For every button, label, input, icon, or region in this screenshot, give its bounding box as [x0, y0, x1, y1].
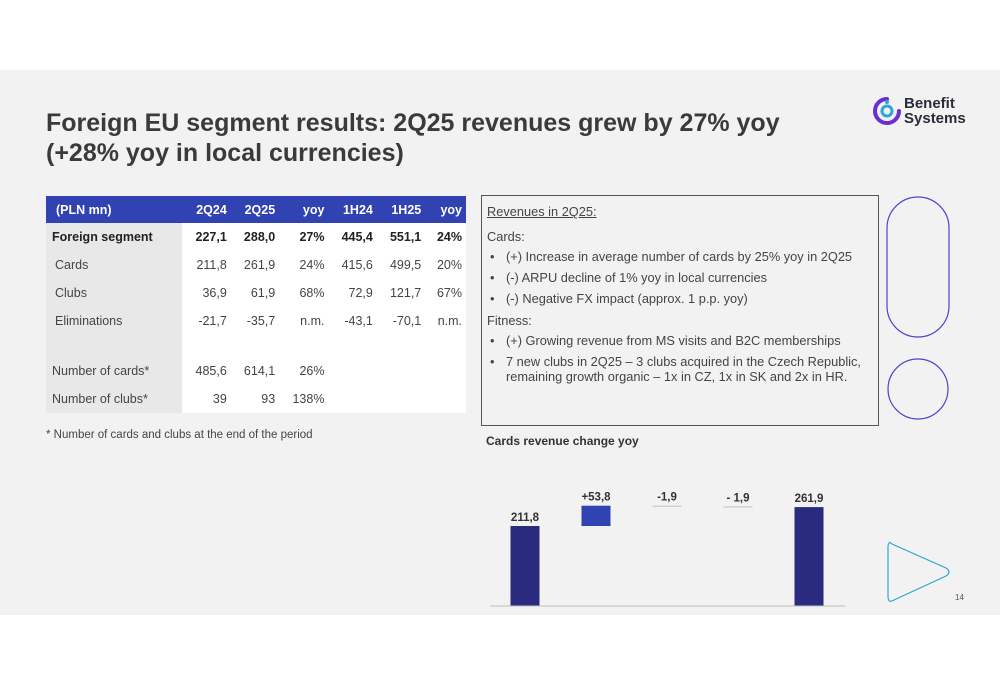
table-cell: 24% [425, 223, 466, 251]
table-cell [376, 357, 426, 385]
table-header: 2Q25 [230, 196, 280, 223]
fitness-bullet-list: (+) Growing revenue from MS visits and B… [487, 333, 873, 384]
chart-title: Cards revenue change yoy [486, 434, 639, 448]
table-spacer-row [46, 335, 466, 357]
table-header: 1H24 [328, 196, 377, 223]
table-cell: 551,1 [376, 223, 426, 251]
bar [510, 526, 540, 606]
table-cell: 445,4 [328, 223, 377, 251]
data-label: -1,9 [657, 492, 677, 504]
table-row: Cards 211,8 261,9 24% 415,6 499,5 20% [46, 251, 466, 279]
table-cell: 20% [425, 251, 466, 279]
list-item: (+) Growing revenue from MS visits and B… [487, 333, 873, 348]
footnote: * Number of cards and clubs at the end o… [46, 429, 313, 441]
table-cell [425, 357, 466, 385]
table-cell [328, 385, 377, 413]
table-cell [376, 385, 426, 413]
data-label: 211,8 [511, 512, 540, 524]
bar [581, 505, 611, 527]
data-label: - 1,9 [726, 492, 749, 504]
table-header: 1H25 [376, 196, 426, 223]
table-cell: n.m. [279, 307, 329, 335]
table-cell: 261,9 [230, 251, 280, 279]
table-cell: 68% [279, 279, 329, 307]
table-cell: 288,0 [230, 223, 280, 251]
table-cell: 72,9 [328, 279, 377, 307]
table-header: yoy [425, 196, 466, 223]
table-row: Number of clubs* 39 93 138% [46, 385, 466, 413]
table-cell: 227,1 [182, 223, 231, 251]
fitness-section-label: Fitness: [487, 313, 532, 328]
waterfall-chart: 211,82Q24+53,8Highervolume-1,9ARPUchange… [490, 492, 845, 607]
table-cell: Clubs [46, 279, 183, 307]
commentary-box: Revenues in 2Q25: Cards: (+) Increase in… [481, 195, 879, 426]
table-header: (PLN mn) [46, 196, 183, 223]
table-header-row: (PLN mn) 2Q24 2Q25 yoy 1H24 1H25 yoy [46, 196, 466, 223]
cards-section-label: Cards: [487, 229, 525, 244]
table-cell: 61,9 [230, 279, 280, 307]
decorative-circle-shape [887, 358, 949, 420]
company-logo: Benefit Systems [872, 96, 972, 130]
table-cell: 24% [279, 251, 329, 279]
table-cell: 614,1 [230, 357, 280, 385]
logo-line1: Benefit [904, 95, 955, 112]
table-row: Eliminations -21,7 -35,7 n.m. -43,1 -70,… [46, 307, 466, 335]
table-row: Clubs 36,9 61,9 68% 72,9 121,7 67% [46, 279, 466, 307]
table-cell: 39 [182, 385, 231, 413]
table-cell: 485,6 [182, 357, 231, 385]
table-cell: Number of clubs* [46, 385, 183, 413]
table-cell: 138% [279, 385, 329, 413]
data-label: +53,8 [581, 492, 611, 504]
table-cell: 415,6 [328, 251, 377, 279]
table-cell: 36,9 [182, 279, 231, 307]
benefit-logo-icon [873, 97, 901, 125]
table-cell: Cards [46, 251, 183, 279]
table-cell: 67% [425, 279, 466, 307]
table-cell: -70,1 [376, 307, 426, 335]
table-row: Number of cards* 485,6 614,1 26% [46, 357, 466, 385]
table-cell: -35,7 [230, 307, 280, 335]
table-cell: Number of cards* [46, 357, 183, 385]
list-item: (+) Increase in average number of cards … [487, 249, 873, 264]
data-label: 261,9 [795, 493, 824, 505]
table-cell: 26% [279, 357, 329, 385]
bar [652, 505, 682, 507]
table-header: yoy [279, 196, 329, 223]
table-cell [328, 357, 377, 385]
list-item: (-) Negative FX impact (approx. 1 p.p. y… [487, 291, 873, 306]
list-item: 7 new clubs in 2Q25 – 3 clubs acquired i… [487, 354, 873, 384]
decorative-triangle-shape [887, 542, 950, 602]
page-title: Foreign EU segment results: 2Q25 revenue… [46, 109, 780, 167]
table-cell: 27% [279, 223, 329, 251]
table-cell: -43,1 [328, 307, 377, 335]
decorative-pill-shape [886, 196, 950, 338]
commentary-heading: Revenues in 2Q25: [487, 204, 597, 219]
table-cell: 499,5 [376, 251, 426, 279]
table-cell [425, 385, 466, 413]
slide: Foreign EU segment results: 2Q25 revenue… [0, 70, 1000, 615]
bar [794, 507, 824, 606]
table-header: 2Q24 [182, 196, 231, 223]
logo-line2: Systems [904, 110, 966, 127]
list-item: (-) ARPU decline of 1% yoy in local curr… [487, 270, 873, 285]
results-table: (PLN mn) 2Q24 2Q25 yoy 1H24 1H25 yoy For… [46, 196, 466, 413]
table-cell: 93 [230, 385, 280, 413]
table-cell: 121,7 [376, 279, 426, 307]
page-number: 14 [955, 593, 964, 602]
table-cell: Foreign segment [46, 223, 183, 251]
table-cell: -21,7 [182, 307, 231, 335]
table-cell: 211,8 [182, 251, 231, 279]
cards-bullet-list: (+) Increase in average number of cards … [487, 249, 873, 306]
table-cell: n.m. [425, 307, 466, 335]
bar [723, 506, 753, 508]
table-cell: Eliminations [46, 307, 183, 335]
table-row: Foreign segment 227,1 288,0 27% 445,4 55… [46, 223, 466, 251]
